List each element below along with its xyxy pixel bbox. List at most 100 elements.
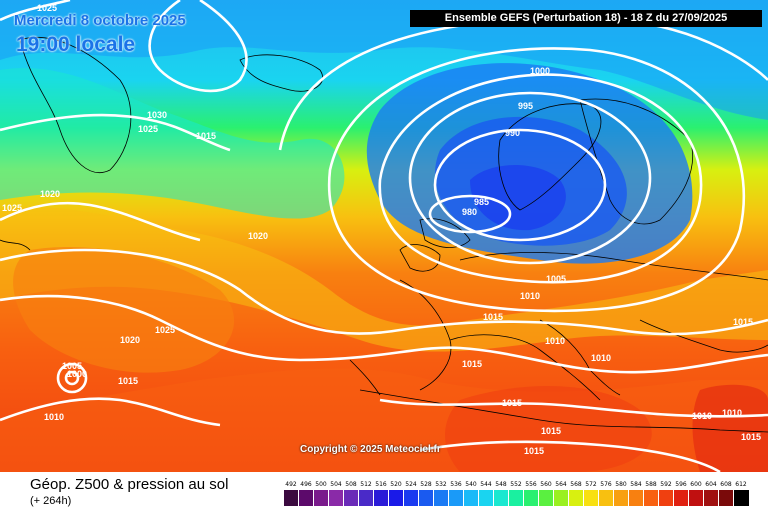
scale-tick-label: 592 <box>660 481 672 488</box>
scale-swatch <box>313 489 330 507</box>
scale-swatch <box>493 489 510 507</box>
scale-tick-label: 504 <box>330 481 342 488</box>
isobar-labels: 1025 1030 1025 1015 1020 1025 1020 1000 … <box>2 3 761 456</box>
isobar-label: 1010 <box>520 291 540 301</box>
isobar-label: 1010 <box>545 336 565 346</box>
scale-swatch <box>688 489 705 507</box>
scale-tick-label: 580 <box>615 481 627 488</box>
scale-swatch <box>673 489 690 507</box>
forecast-local-time: 19:00 locale <box>16 33 136 56</box>
scale-tick-label: 528 <box>420 481 432 488</box>
isobar-label: 1015 <box>741 432 761 442</box>
scale-tick-label: 520 <box>390 481 402 488</box>
isobar-label: 1030 <box>147 110 167 120</box>
scale-tick-label: 564 <box>555 481 567 488</box>
forecast-date: Mercredi 8 octobre 2025 <box>14 12 186 29</box>
isobar-label: 1005 <box>62 361 82 371</box>
legend-footer: Géop. Z500 & pression au sol (+ 264h) 49… <box>0 472 768 512</box>
legend-title: Géop. Z500 & pression au sol <box>30 476 229 493</box>
isobar-label: 1000 <box>530 66 550 76</box>
isobar-label: 1005 <box>546 274 566 284</box>
isobar-label: 1010 <box>591 353 611 363</box>
isobar-label: 1020 <box>120 335 140 345</box>
isobar-label: 990 <box>505 128 520 138</box>
scale-swatch <box>283 489 300 507</box>
copyright-notice: Copyright © 2025 Meteociel.fr <box>300 444 441 455</box>
scale-swatch <box>373 489 390 507</box>
isobar-label: 1010 <box>722 408 742 418</box>
scale-tick-label: 508 <box>345 481 357 488</box>
scale-tick-label: 540 <box>465 481 477 488</box>
isobar-label: 1025 <box>155 325 175 335</box>
scale-tick-label: 536 <box>450 481 462 488</box>
isobar-label: 1025 <box>138 124 158 134</box>
scale-tick-label: 556 <box>525 481 537 488</box>
scale-swatch <box>733 489 750 507</box>
scale-tick-label: 552 <box>510 481 522 488</box>
scale-swatch <box>703 489 720 507</box>
scale-tick-label: 560 <box>540 481 552 488</box>
scale-swatch <box>598 489 615 507</box>
isobar-label: 1015 <box>462 359 482 369</box>
scale-tick-label: 524 <box>405 481 417 488</box>
z500-color-zones <box>0 0 768 472</box>
scale-tick-label: 596 <box>675 481 687 488</box>
scale-tick-label: 492 <box>285 481 297 488</box>
scale-swatch <box>343 489 360 507</box>
scale-swatch <box>463 489 480 507</box>
forecast-lead-time: (+ 264h) <box>30 495 72 507</box>
scale-tick-label: 608 <box>720 481 732 488</box>
scale-tick-label: 584 <box>630 481 642 488</box>
scale-swatch <box>613 489 630 507</box>
scale-swatch <box>358 489 375 507</box>
isobar-label: 1020 <box>40 189 60 199</box>
scale-tick-label: 568 <box>570 481 582 488</box>
isobar-label: 1010 <box>44 412 64 422</box>
weather-map: 1025 1030 1025 1015 1020 1025 1020 1000 … <box>0 0 768 472</box>
scale-tick-label: 600 <box>690 481 702 488</box>
scale-swatch <box>403 489 420 507</box>
scale-swatch <box>298 489 315 507</box>
isobar-label: 1015 <box>541 426 561 436</box>
scale-swatch <box>628 489 645 507</box>
scale-tick-label: 532 <box>435 481 447 488</box>
model-run-banner: Ensemble GEFS (Perturbation 18) - 18 Z d… <box>410 10 762 27</box>
scale-swatch <box>568 489 585 507</box>
scale-swatch <box>718 489 735 507</box>
scale-tick-label: 496 <box>300 481 312 488</box>
isobar-label: 1010 <box>692 411 712 421</box>
isobar-label: 1015 <box>502 398 522 408</box>
isobar-label: 1015 <box>483 312 503 322</box>
isobar-label: 1015 <box>524 446 544 456</box>
isobar-label: 1015 <box>196 131 216 141</box>
isobar-label: 1015 <box>733 317 753 327</box>
scale-tick-label: 612 <box>735 481 747 488</box>
scale-swatch <box>478 489 495 507</box>
isobar-label: 1020 <box>248 231 268 241</box>
scale-tick-label: 512 <box>360 481 372 488</box>
scale-swatch <box>328 489 345 507</box>
scale-swatch <box>508 489 525 507</box>
scale-swatch <box>658 489 675 507</box>
isobar-label: 985 <box>474 197 489 207</box>
isobar-label: 1015 <box>118 376 138 386</box>
scale-swatch <box>523 489 540 507</box>
scale-swatch <box>583 489 600 507</box>
scale-swatch <box>418 489 435 507</box>
isobar-label: 1000 <box>67 369 87 379</box>
scale-tick-label: 576 <box>600 481 612 488</box>
scale-tick-label: 500 <box>315 481 327 488</box>
scale-tick-label: 604 <box>705 481 717 488</box>
scale-tick-label: 516 <box>375 481 387 488</box>
scale-swatch <box>553 489 570 507</box>
color-scale: 492 496 500 504 508 512 516 520 524 528 532 536 540 5… <box>283 481 752 510</box>
isobar-label: 1025 <box>2 203 22 213</box>
scale-swatch <box>433 489 450 507</box>
scale-tick-label: 588 <box>645 481 657 488</box>
scale-swatch <box>538 489 555 507</box>
scale-swatch <box>448 489 465 507</box>
scale-tick-label: 572 <box>585 481 597 488</box>
scale-swatch <box>388 489 405 507</box>
scale-swatch <box>643 489 660 507</box>
